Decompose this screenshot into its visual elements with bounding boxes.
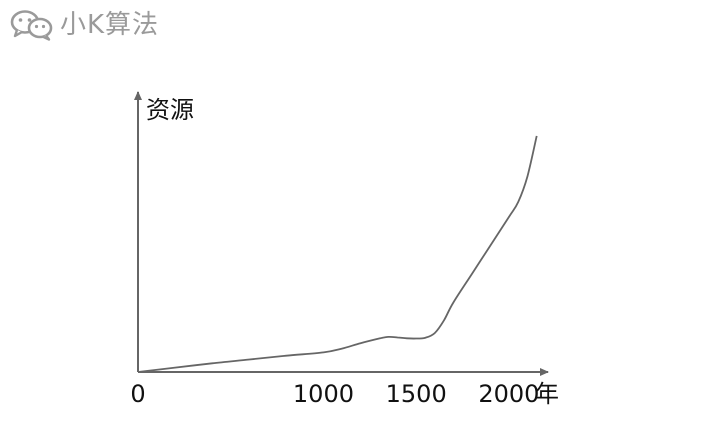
x-tick-label: 2000 [478,380,539,408]
wechat-icon [10,10,53,41]
x-tick-label: 0 [130,380,145,408]
x-tick-label: 1500 [386,380,447,408]
x-tick-labels: 0 1000 1500 2000 [130,380,539,408]
watermark-text: 小K算法 [60,10,160,40]
series-line [137,135,538,373]
watermark: 小K算法 [10,8,159,42]
x-tick-label: 1000 [293,380,354,408]
x-axis-label: 年 [535,380,559,408]
y-axis-label: 资源 [146,96,194,124]
